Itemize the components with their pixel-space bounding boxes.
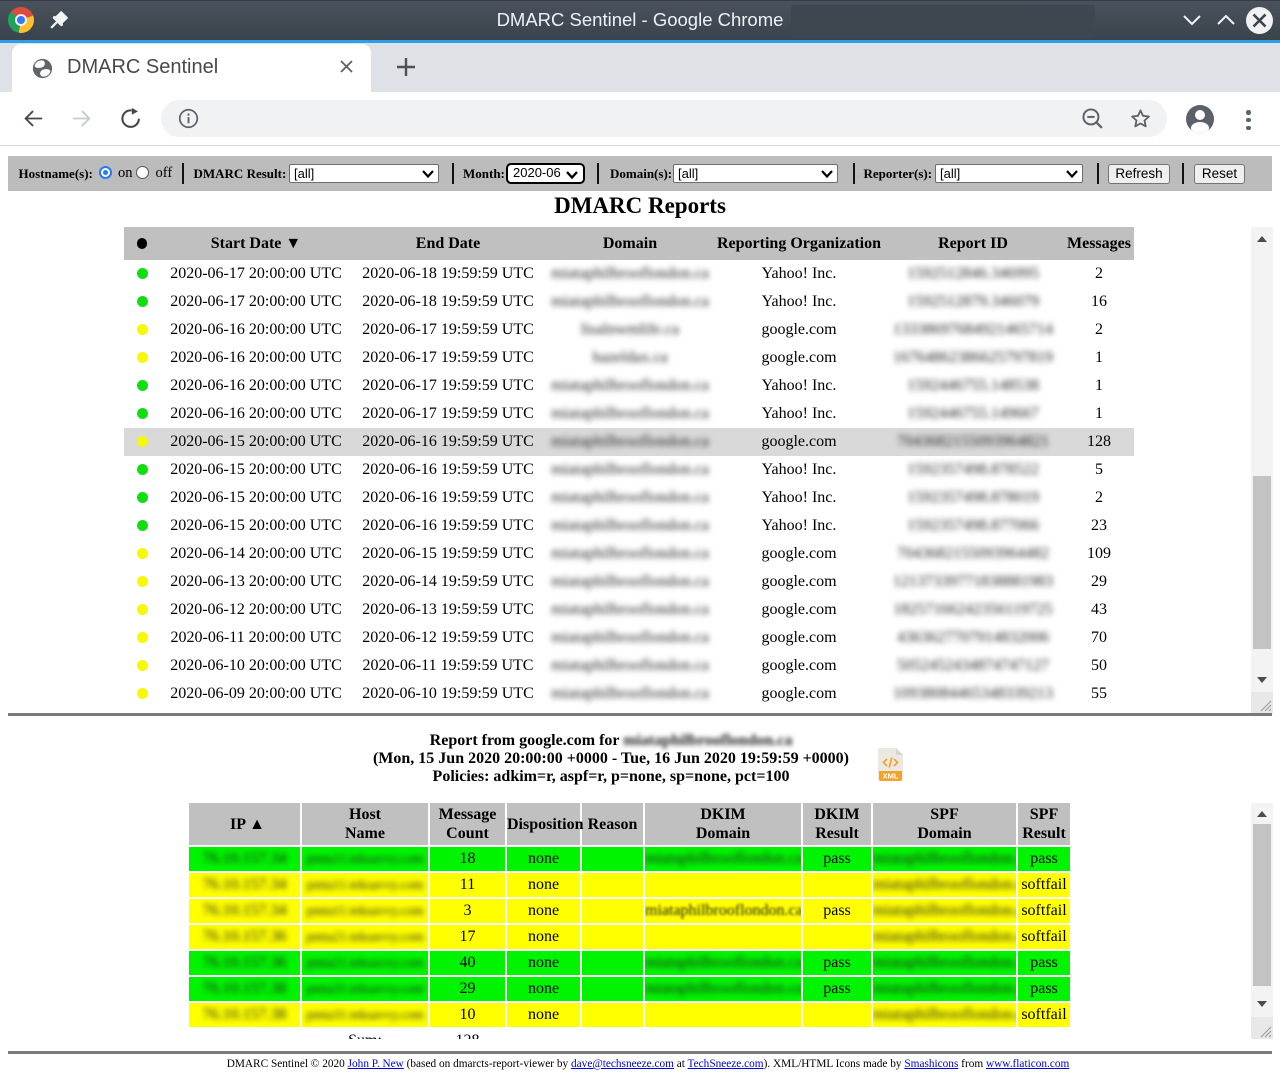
- svg-text:XML: XML: [883, 772, 899, 781]
